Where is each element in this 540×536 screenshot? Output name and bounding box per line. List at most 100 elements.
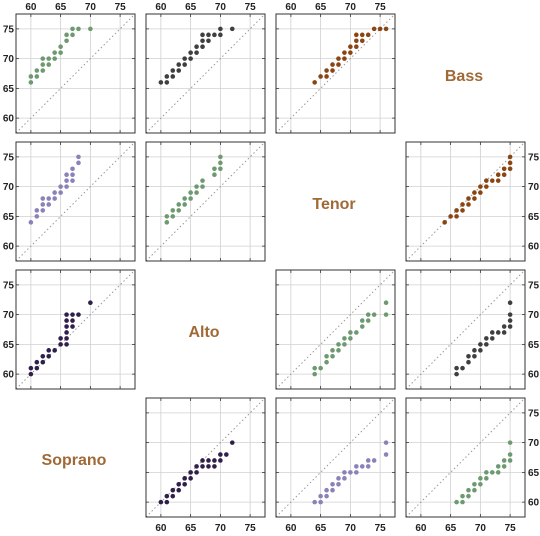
data-point xyxy=(28,80,34,85)
tick-label: 75 xyxy=(528,280,540,291)
data-point xyxy=(188,190,193,195)
data-point xyxy=(460,208,465,213)
data-point xyxy=(330,68,335,73)
data-point xyxy=(324,359,329,365)
data-point xyxy=(64,172,69,178)
data-point xyxy=(359,38,365,44)
data-point xyxy=(312,365,317,371)
data-point xyxy=(330,348,335,353)
data-point xyxy=(324,493,329,499)
data-point xyxy=(454,214,459,219)
tick-label: 70 xyxy=(528,438,540,449)
data-point xyxy=(188,196,193,201)
data-point xyxy=(164,499,170,505)
tick-labels-layer: 60 65 70 75 60 65 70 75 60 65 70 75 60 65 70 75 60 65 70 75… xyxy=(3,2,540,534)
data-point xyxy=(472,487,477,493)
data-point xyxy=(377,26,383,32)
data-point xyxy=(507,458,513,463)
tick-label: 60 xyxy=(415,523,427,534)
tick-label: 75 xyxy=(115,2,127,13)
data-point xyxy=(40,56,46,61)
data-point xyxy=(158,499,164,505)
data-point xyxy=(466,493,471,499)
data-point xyxy=(501,458,507,463)
data-point xyxy=(206,458,211,463)
data-point xyxy=(365,458,371,463)
tick-label: 65 xyxy=(445,523,457,534)
scatter-panel xyxy=(405,141,526,262)
data-point xyxy=(52,56,57,61)
data-point xyxy=(70,324,75,329)
data-point xyxy=(212,166,217,172)
data-point xyxy=(507,300,513,306)
data-point xyxy=(484,476,489,481)
data-point xyxy=(478,190,483,195)
data-point xyxy=(164,220,170,225)
data-point xyxy=(194,184,199,189)
panel-frame xyxy=(15,141,136,262)
data-point xyxy=(484,184,489,189)
diagonal-reference-line xyxy=(405,269,526,390)
data-point xyxy=(359,32,365,38)
data-point xyxy=(472,348,477,353)
tick-label: 60 xyxy=(528,370,540,381)
data-point xyxy=(34,359,40,365)
scatter-panel xyxy=(275,269,396,390)
data-point xyxy=(478,476,483,481)
data-point xyxy=(194,44,199,50)
data-point xyxy=(218,32,223,38)
data-point xyxy=(318,365,323,371)
data-point xyxy=(164,74,170,79)
tick-label: 75 xyxy=(245,2,257,13)
data-point xyxy=(64,336,69,341)
data-point xyxy=(354,44,359,50)
data-point xyxy=(348,336,353,341)
tick-label: 60 xyxy=(285,2,297,13)
data-point xyxy=(218,26,223,32)
data-point xyxy=(182,56,187,61)
tick-label: 60 xyxy=(528,242,540,253)
data-point xyxy=(454,371,459,377)
diagonal-reference-line xyxy=(145,13,266,134)
data-point xyxy=(170,74,176,79)
data-point xyxy=(40,359,46,365)
data-point xyxy=(34,68,40,73)
data-point xyxy=(466,353,471,359)
data-point xyxy=(40,202,46,207)
data-point xyxy=(52,348,57,353)
data-point xyxy=(495,172,501,178)
scatter-panel xyxy=(145,397,266,518)
tick-label: 75 xyxy=(528,152,540,163)
data-point xyxy=(58,44,63,50)
data-point xyxy=(501,464,507,469)
data-point xyxy=(40,208,46,213)
panel-frame xyxy=(145,141,266,262)
tick-label: 75 xyxy=(3,24,15,35)
data-point xyxy=(46,348,52,353)
tick-label: 60 xyxy=(528,498,540,509)
diagonal-reference-line xyxy=(405,397,526,518)
data-point xyxy=(164,214,170,219)
data-point xyxy=(454,499,459,505)
data-point xyxy=(34,74,40,79)
data-point xyxy=(46,196,52,201)
data-point xyxy=(312,371,317,377)
data-point xyxy=(64,342,69,347)
tick-label: 65 xyxy=(528,340,540,351)
data-point xyxy=(324,68,329,73)
data-point xyxy=(46,202,52,207)
scatter-panel xyxy=(145,141,266,262)
data-point xyxy=(495,470,501,475)
tick-label: 60 xyxy=(285,523,297,534)
data-point xyxy=(359,324,365,329)
data-point xyxy=(460,499,465,505)
diagonal-reference-line xyxy=(145,141,266,262)
tick-label: 70 xyxy=(475,523,487,534)
data-point xyxy=(64,330,69,335)
scatter-panel xyxy=(145,13,266,134)
data-point xyxy=(70,172,75,178)
data-point xyxy=(70,312,75,317)
panel-frame xyxy=(145,13,266,134)
tick-label: 70 xyxy=(528,182,540,193)
data-point xyxy=(365,32,371,38)
